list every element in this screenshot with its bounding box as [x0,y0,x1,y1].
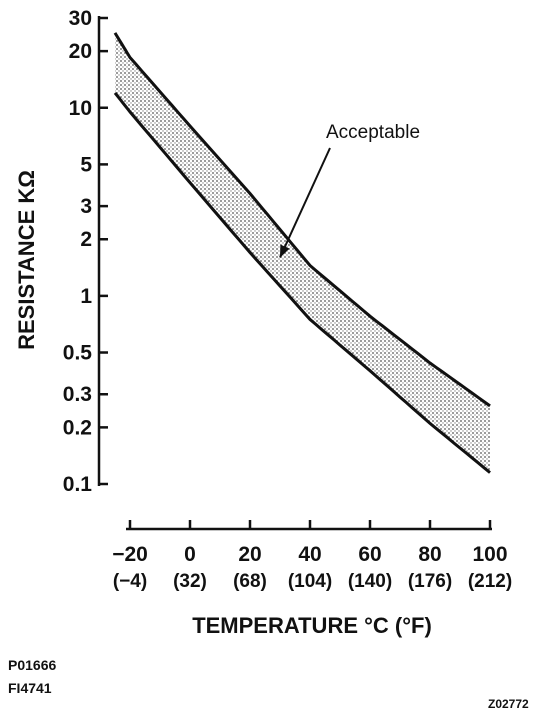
x-tick-label-fahrenheit: (68) [233,571,267,592]
x-ticks: −20 (−4) 0 (32) 20 (68) 40 (104) 60 (140) 80 (176) 1… [112,520,512,592]
x-tick-label-fahrenheit: (212) [468,571,512,592]
x-tick-label-celsius: 40 [298,543,321,566]
acceptable-label: Acceptable [326,122,420,143]
figure-code-3: Z02772 [488,697,529,711]
x-tick-label-fahrenheit: (104) [288,571,332,592]
y-tick-label: 2 [80,228,92,251]
y-tick-label: 0.3 [63,383,92,406]
acceptable-pointer-line [279,147,331,258]
y-tick-label: 0.2 [63,416,92,439]
x-tick-label-fahrenheit: (140) [348,571,392,592]
x-tick-label-celsius: 0 [184,543,196,566]
y-axis-title: RESISTANCE KΩ [14,170,39,350]
x-tick-label-fahrenheit: (32) [173,571,207,592]
y-tick-label: 3 [80,195,92,218]
figure-code-1: P01666 [8,657,57,673]
x-tick-label-fahrenheit: (176) [408,571,452,592]
x-axis-title: TEMPERATURE °C (°F) [192,613,432,638]
y-ticks: 30 20 10 5 3 2 1 0.5 0.3 0.2 0.1 [63,7,108,496]
x-tick-label-celsius: 100 [472,543,507,566]
y-tick-label: 10 [69,97,92,120]
upper-limit-line [113,32,491,408]
y-tick-label: 1 [80,285,92,308]
x-tick-label-fahrenheit: (−4) [113,571,147,592]
x-tick-label-celsius: 60 [358,543,381,566]
lower-limit-line [113,91,491,474]
acceptable-pointer-arrowhead [280,244,290,258]
y-tick-label: 5 [80,153,92,176]
y-tick-label: 0.5 [63,342,93,365]
x-tick-label-celsius: −20 [112,543,148,566]
acceptable-band [115,32,490,473]
x-tick-label-celsius: 80 [418,543,441,566]
y-tick-label: 20 [69,40,92,63]
figure-code-2: FI4741 [8,680,52,696]
x-tick-label-celsius: 20 [238,543,261,566]
y-tick-label: 0.1 [63,473,93,496]
y-tick-label: 30 [69,7,92,30]
